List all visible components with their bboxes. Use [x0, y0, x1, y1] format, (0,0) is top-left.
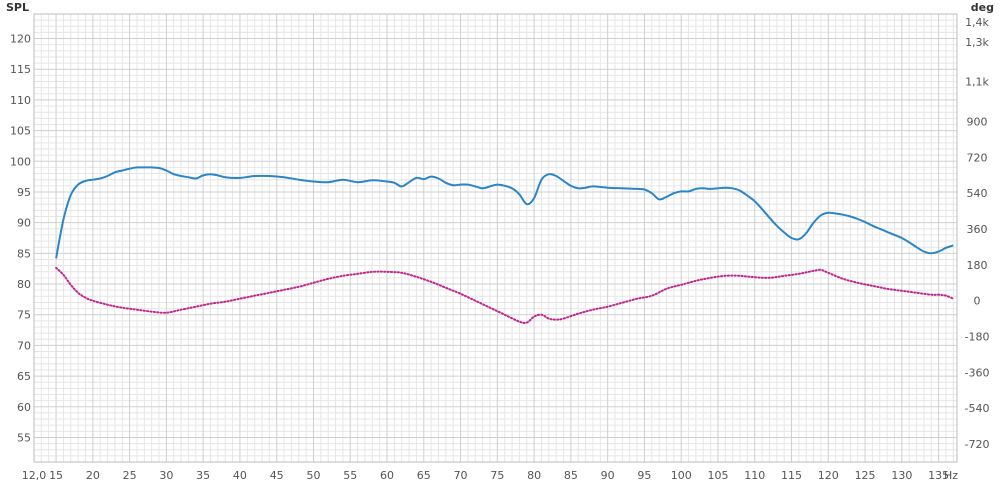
- x-tick-label: 100: [671, 469, 692, 482]
- x-tick-label: 75: [490, 469, 504, 482]
- x-tick-label: 30: [159, 469, 173, 482]
- y-left-tick-label: 115: [10, 63, 31, 76]
- x-tick-label: 20: [86, 469, 100, 482]
- x-tick-label: 40: [233, 469, 247, 482]
- x-tick-label: 95: [637, 469, 651, 482]
- x-tick-label: 25: [123, 469, 137, 482]
- x-axis-unit-label: Hz: [944, 469, 958, 482]
- x-tick-label: 50: [306, 469, 320, 482]
- y-right-axis-ticks: -720 -540 -360 -180 0 180 360 540 720 900 1,1k 1,3k…: [965, 16, 990, 451]
- y-left-tick-label: 80: [17, 278, 31, 291]
- y-left-tick-label: 65: [17, 370, 31, 383]
- x-tick-label: 105: [707, 469, 728, 482]
- y-left-tick-label: 105: [10, 125, 31, 138]
- x-axis-ticks: 12,0 15 20 25 30 35 40 45 50 55 60 65 70 75 80 85 90 95 10…: [22, 469, 949, 482]
- x-tick-label: 125: [855, 469, 876, 482]
- y-left-tick-label: 75: [17, 309, 31, 322]
- x-tick-label: 60: [380, 469, 394, 482]
- x-tick-label: 120: [818, 469, 839, 482]
- y-left-axis-title: SPL: [6, 1, 29, 14]
- y-left-tick-label: 110: [10, 94, 31, 107]
- y-right-tick-label: 360: [967, 223, 988, 236]
- x-tick-label: 110: [744, 469, 765, 482]
- y-right-tick-label: 540: [967, 187, 988, 200]
- series-lines: [55, 166, 955, 325]
- y-right-tick-label: 900: [967, 116, 988, 129]
- x-tick-label: 55: [343, 469, 357, 482]
- x-tick-label: 130: [891, 469, 912, 482]
- x-tick-label: 115: [781, 469, 802, 482]
- x-tick-label: 15: [49, 469, 63, 482]
- y-left-axis-ticks: 55 60 65 70 75 80 85 90 95 100 105 110 115 120: [10, 33, 31, 445]
- x-tick-label: 70: [454, 469, 468, 482]
- y-left-tick-label: 55: [17, 431, 31, 444]
- major-grid: [34, 14, 957, 462]
- phase-series-line: [55, 266, 955, 325]
- y-right-tick-label: -360: [965, 366, 990, 379]
- x-tick-label: 135: [928, 469, 949, 482]
- minor-grid: [33, 13, 957, 463]
- plot-area-frame: [33, 13, 958, 463]
- x-tick-label: 80: [527, 469, 541, 482]
- y-right-tick-label: -180: [965, 331, 990, 344]
- x-tick-label: 85: [564, 469, 578, 482]
- spl-series-line: [55, 166, 954, 259]
- x-tick-label: 12,0: [22, 469, 47, 482]
- y-right-tick-label: 1,3k: [965, 36, 989, 49]
- y-right-tick-label: 0: [974, 295, 981, 308]
- y-left-tick-label: 100: [10, 155, 31, 168]
- y-left-tick-label: 95: [17, 186, 31, 199]
- y-left-tick-label: 60: [17, 401, 31, 414]
- y-right-tick-label: 720: [967, 151, 988, 164]
- y-left-tick-label: 70: [17, 339, 31, 352]
- x-tick-label: 65: [417, 469, 431, 482]
- x-tick-label: 90: [601, 469, 615, 482]
- y-left-tick-label: 90: [17, 217, 31, 230]
- y-left-tick-label: 85: [17, 247, 31, 260]
- y-right-tick-label: 1,4k: [965, 16, 989, 29]
- y-right-axis-title: deg: [971, 1, 994, 14]
- x-tick-label: 35: [196, 469, 210, 482]
- y-right-tick-label: 180: [967, 259, 988, 272]
- y-right-tick-label: -540: [965, 402, 990, 415]
- y-right-tick-label: 1,1k: [965, 76, 989, 89]
- x-tick-label: 45: [270, 469, 284, 482]
- y-left-tick-label: 120: [10, 33, 31, 46]
- y-right-tick-label: -720: [965, 438, 990, 451]
